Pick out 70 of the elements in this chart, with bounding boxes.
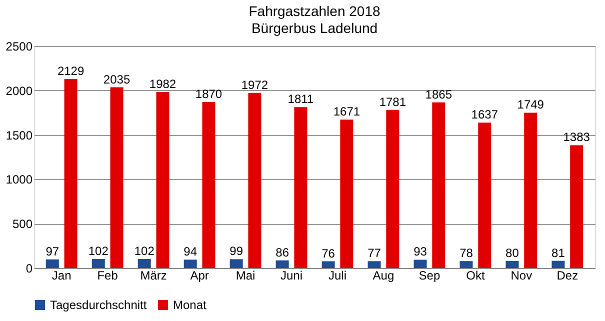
- bar: [322, 261, 335, 268]
- bar: [276, 260, 289, 268]
- x-tick-label: Dez: [556, 268, 578, 282]
- y-tick-label: 2000: [6, 84, 33, 98]
- bar: [64, 78, 78, 268]
- y-tick-label: 2500: [6, 40, 33, 54]
- bar: [506, 260, 519, 268]
- chart-subtitle: Bürgerbus Ladelund: [251, 20, 378, 36]
- data-label: 1811: [288, 92, 314, 106]
- bar: [110, 87, 124, 268]
- bar: [248, 92, 262, 268]
- y-tick-label: 500: [12, 217, 33, 232]
- data-label: 86: [276, 245, 290, 260]
- bar: [92, 258, 105, 268]
- data-label: 99: [230, 244, 244, 258]
- x-tick-label: März: [140, 268, 167, 282]
- data-label: 1671: [333, 104, 360, 119]
- data-label: 1637: [471, 108, 498, 122]
- data-label: 80: [506, 246, 520, 260]
- x-tick-label: Mai: [236, 268, 256, 282]
- bar: [294, 107, 308, 268]
- x-tick-label: Okt: [466, 268, 486, 282]
- bar: [414, 260, 427, 268]
- bar: [46, 259, 59, 268]
- bar: [156, 92, 170, 268]
- data-label: 1982: [149, 77, 176, 91]
- data-label: 78: [460, 246, 474, 260]
- data-label: 81: [552, 246, 566, 260]
- data-label: 94: [184, 244, 198, 259]
- data-label: 97: [46, 244, 60, 258]
- data-label: 1870: [195, 86, 222, 101]
- data-label: 102: [88, 244, 109, 258]
- data-label: 1972: [241, 78, 268, 92]
- data-label: 1749: [517, 98, 544, 112]
- bar: [386, 110, 400, 268]
- data-label: 1781: [379, 94, 406, 109]
- x-tick-label: Sep: [418, 268, 440, 282]
- bar: [340, 120, 354, 268]
- x-tick-label: Nov: [510, 268, 532, 282]
- bar: [570, 145, 584, 268]
- x-tick-label: Juni: [280, 268, 303, 282]
- data-label: 102: [134, 244, 155, 258]
- y-tick-label: 0: [26, 262, 33, 276]
- bar: [184, 260, 197, 268]
- legend-label: Tagesdurchschnitt: [50, 298, 148, 312]
- bar: [524, 112, 538, 268]
- data-label: 93: [414, 244, 428, 259]
- bar: [138, 258, 151, 268]
- data-label: 1865: [425, 87, 452, 102]
- y-tick-label: 1000: [6, 172, 33, 187]
- data-label: 2129: [57, 64, 84, 78]
- bar: [460, 261, 473, 268]
- legend-label: Monat: [173, 298, 208, 312]
- bar: [432, 102, 446, 268]
- x-tick-label: Jan: [52, 268, 72, 282]
- data-label: 2035: [103, 72, 130, 86]
- x-tick-label: Feb: [97, 268, 118, 282]
- x-tick-label: Aug: [372, 268, 394, 282]
- x-tick-label: Juli: [328, 268, 346, 282]
- data-label: 1383: [563, 130, 590, 144]
- bar: [478, 122, 492, 268]
- bar: [202, 102, 216, 268]
- y-tick-label: 1500: [6, 128, 33, 142]
- data-label: 76: [322, 246, 336, 260]
- bar: [368, 261, 381, 268]
- bar: [552, 260, 565, 268]
- data-label: 77: [368, 246, 382, 260]
- x-tick-label: Apr: [190, 268, 209, 282]
- chart-title: Fahrgastzahlen 2018: [248, 3, 380, 19]
- bar: [230, 259, 243, 268]
